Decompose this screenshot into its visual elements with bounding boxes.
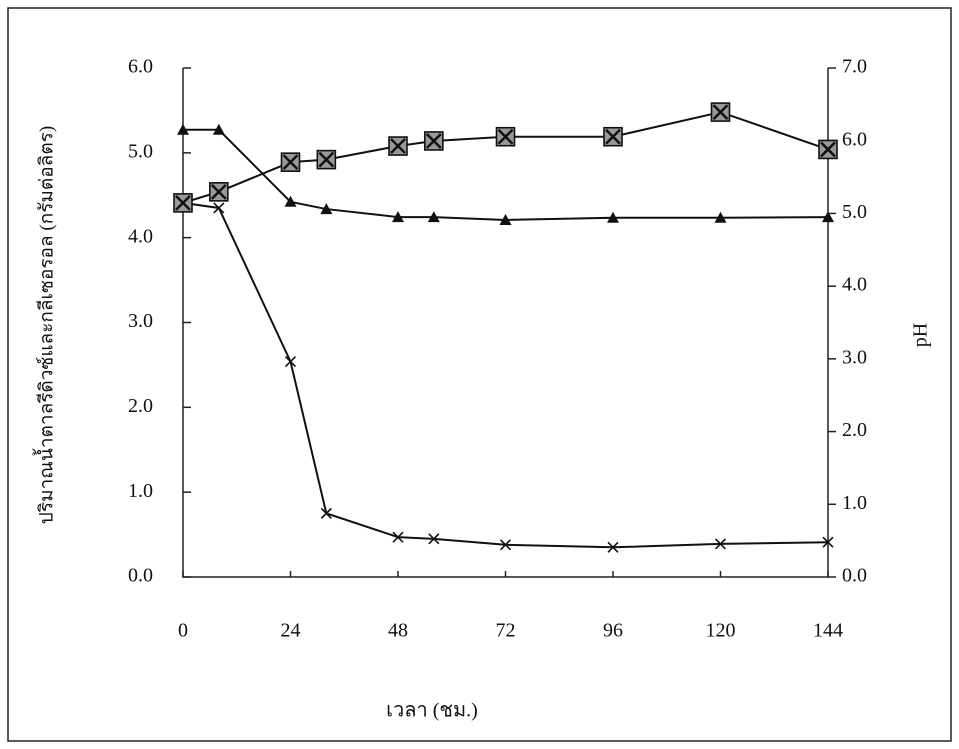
y-tick-label: 1.0 (128, 480, 153, 502)
boxed-cross-marker (710, 102, 731, 122)
series-line (183, 128, 829, 221)
boxed-cross-marker (495, 126, 516, 147)
x-tick-label: 144 (813, 620, 843, 642)
cross-marker (213, 202, 225, 214)
cross-marker (320, 507, 332, 519)
y2-tick-label: 3.0 (842, 346, 867, 368)
y2-tick-label: 5.0 (842, 201, 867, 223)
triangle-marker (607, 211, 619, 223)
boxed-cross-marker (424, 131, 444, 151)
y2-tick-label: 6.0 (842, 128, 867, 150)
y2-tick-label: 0.0 (842, 565, 867, 587)
boxed-cross-marker (280, 152, 301, 172)
triangle-marker (427, 211, 440, 223)
y2-tick-label: 2.0 (842, 419, 867, 441)
y-axis-label: ปริมาณน้ำตาลรีดิวซ์และกลีเซอรอล (กรัมต่อ… (32, 126, 57, 524)
boxed-cross-marker (173, 193, 193, 213)
cross-marker (714, 538, 727, 550)
series-line (182, 111, 829, 204)
cross-marker (284, 355, 297, 368)
x-tick-label: 120 (706, 620, 736, 642)
x-tick-label: 24 (281, 620, 301, 642)
x-tick-label: 48 (388, 620, 408, 642)
triangle-marker (320, 203, 333, 215)
boxed-cross-marker (818, 139, 838, 160)
x-tick-label: 96 (603, 620, 623, 642)
cross-marker (499, 539, 512, 551)
triangle-marker (212, 123, 225, 135)
triangle-marker (392, 211, 404, 223)
cross-marker (822, 536, 834, 548)
y-tick-label: 3.0 (128, 310, 153, 332)
y-tick-label: 5.0 (128, 140, 153, 162)
y-tick-label: 6.0 (128, 56, 153, 78)
boxed-cross-marker (603, 126, 623, 147)
cross-marker (607, 541, 619, 553)
x-tick-label: 72 (496, 620, 516, 642)
y-tick-label: 4.0 (128, 225, 153, 247)
series-line (182, 201, 829, 549)
y2-axis-label: pH (910, 323, 932, 347)
triangle-marker (714, 211, 727, 223)
boxed-cross-marker (209, 182, 229, 202)
cross-marker (428, 533, 440, 545)
triangle-marker (499, 213, 512, 225)
boxed-cross-marker (388, 136, 408, 156)
triangle-marker (177, 123, 189, 135)
triangle-marker (822, 211, 834, 223)
y-tick-label: 2.0 (128, 395, 153, 417)
triangle-marker (284, 195, 297, 207)
x-axis-label: เวลา (ชม.) (386, 700, 478, 722)
y2-tick-label: 7.0 (842, 56, 867, 78)
x-tick-label: 0 (178, 620, 188, 642)
frame (7, 7, 952, 742)
y-tick-label: 0.0 (128, 565, 153, 587)
cross-marker (392, 531, 404, 543)
y2-tick-label: 1.0 (842, 492, 867, 514)
y2-tick-label: 4.0 (842, 274, 867, 296)
boxed-cross-marker (316, 149, 337, 170)
